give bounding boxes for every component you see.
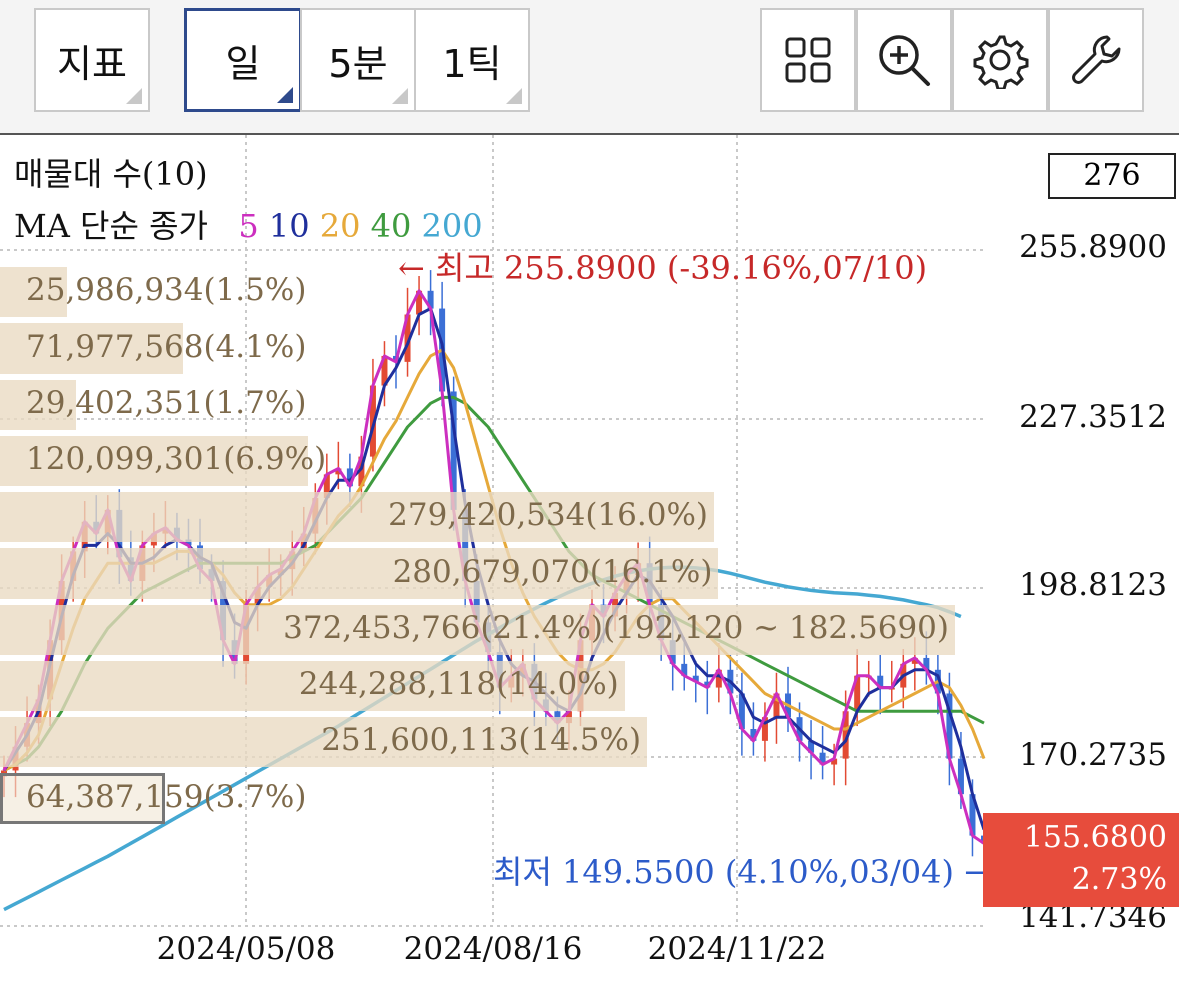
- x-tick-label: 2024/05/08: [156, 931, 336, 967]
- volume-profile-bar: [0, 379, 76, 430]
- settings-button[interactable]: [952, 8, 1048, 112]
- volume-profile-label: 244,288,118(14.0%): [298, 666, 619, 703]
- period-1tick-button[interactable]: 1틱: [414, 8, 530, 112]
- dropdown-corner-icon: [126, 88, 142, 104]
- volume-profile-label: 25,986,934(1.5%): [26, 272, 307, 309]
- volume-profile-bar: [0, 773, 166, 824]
- volume-profile-label: 251,600,113(14.5%): [321, 722, 642, 759]
- wrench-icon: [1072, 35, 1121, 84]
- period-5min-label: 5분: [328, 41, 388, 86]
- candle-body: [473, 580, 480, 623]
- volume-profile-bar: [0, 492, 715, 543]
- candle-body: [877, 675, 884, 688]
- candle-body: [773, 693, 780, 718]
- candle-body: [681, 663, 688, 676]
- high-price-annotation: ← 최고 255.8900 (-39.16%,07/10): [398, 249, 928, 287]
- volume-profile-label: 279,420,534(16.0%): [388, 497, 709, 534]
- volume-profile-bar: [0, 267, 67, 318]
- candle-body: [381, 355, 388, 386]
- candle-body: [692, 675, 699, 682]
- volume-profile-label: 71,977,568(4.1%): [26, 328, 307, 365]
- y-tick-label: 198.8123: [1019, 567, 1167, 603]
- candle-body: [323, 474, 330, 499]
- low-price-annotation: 최저 149.5500 (4.10%,03/04) →: [493, 853, 991, 891]
- ma-legend-10: 10: [268, 207, 310, 245]
- candle-body: [715, 669, 722, 688]
- ma-legend-label: MA 단순 종가: [14, 207, 208, 245]
- y-tick-label: 170.2735: [1019, 737, 1167, 773]
- candle-body: [761, 717, 768, 741]
- volume-profile-label: 64,387,159(3.7%): [26, 778, 307, 815]
- grid-icon: [785, 37, 831, 83]
- candle-body: [750, 729, 757, 741]
- zoom-in-button[interactable]: [856, 8, 952, 112]
- dropdown-corner-icon: [392, 88, 408, 104]
- volume-profile-bar: [0, 604, 955, 655]
- indicator-button[interactable]: 지표: [34, 8, 150, 112]
- candle-body: [923, 657, 930, 670]
- candle-body: [335, 468, 342, 475]
- candle-body: [704, 681, 711, 688]
- candle-body: [462, 509, 469, 581]
- dropdown-corner-icon: [506, 88, 522, 104]
- candle-body: [427, 290, 434, 309]
- period-daily-label: 일: [225, 41, 261, 86]
- candle-body: [358, 456, 365, 487]
- candle-body: [416, 290, 423, 315]
- volume-profile-label: 372,453,766(21.4%)(192,120 ~ 182.5690): [283, 609, 949, 646]
- volume-profile-label: 280,679,070(16.1%): [392, 553, 713, 590]
- candle-body: [831, 758, 838, 765]
- period-5min-button[interactable]: 5분: [300, 8, 416, 112]
- volume-profile-bar: [0, 717, 648, 768]
- ma-legend-20: 20: [319, 207, 361, 245]
- candle-body: [842, 711, 849, 759]
- ma-legend-5: 5: [238, 207, 259, 245]
- ma-legend: MA 단순 종가 5 10 20 40 200: [14, 201, 483, 247]
- candle-body: [957, 758, 964, 795]
- x-tick-label: 2024/11/22: [647, 931, 827, 967]
- zoom-in-icon: [879, 35, 930, 86]
- volume-profile-bar: [0, 548, 719, 599]
- y-tick-label: 255.8900: [1019, 229, 1167, 265]
- current-price-badge: 155.6800 2.73%: [983, 813, 1179, 907]
- candle-body: [346, 468, 353, 487]
- settings-icon: [973, 35, 1029, 89]
- x-tick-label: 2024/08/16: [403, 931, 583, 967]
- dropdown-corner-icon: [277, 87, 293, 103]
- candle-body: [808, 740, 815, 753]
- price-chart[interactable]: 25,986,934(1.5%) 71,977,568(4.1%) 29,402,3…: [0, 135, 1179, 987]
- candle-body: [946, 693, 953, 759]
- y-tick-label: 227.3512: [1019, 399, 1167, 435]
- candle-body: [369, 385, 376, 457]
- candle-body: [404, 314, 411, 362]
- ma-legend-200: 200: [421, 207, 483, 245]
- layout-grid-button[interactable]: [760, 8, 856, 112]
- chart-toolbar: 지표 일 5분 1틱: [0, 0, 1179, 135]
- period-1tick-label: 1틱: [442, 41, 502, 86]
- ma-legend-40: 40: [370, 207, 412, 245]
- candle-body: [738, 693, 745, 730]
- volume-profile-bar: [0, 660, 625, 712]
- period-daily-button[interactable]: 일: [184, 8, 302, 112]
- volume-profile-bar: [0, 435, 308, 487]
- candle-body: [819, 752, 826, 765]
- top-value-box: 276: [1048, 153, 1176, 199]
- volume-profile-label: 120,099,301(6.9%): [26, 441, 327, 478]
- tools-button[interactable]: [1048, 8, 1144, 112]
- current-price: 155.6800: [1023, 820, 1167, 855]
- volume-profile-title: 매물대 수(10): [14, 155, 208, 193]
- volume-profile-label: 29,402,351(1.7%): [26, 384, 307, 421]
- indicator-button-label: 지표: [57, 41, 127, 86]
- candle-body: [450, 391, 457, 510]
- candle-body: [185, 539, 192, 546]
- candle-body: [854, 675, 861, 712]
- candle-body: [911, 657, 918, 664]
- volume-profile-bar: [0, 323, 183, 374]
- current-change: 2.73%: [1071, 862, 1167, 897]
- candle-body: [969, 794, 976, 836]
